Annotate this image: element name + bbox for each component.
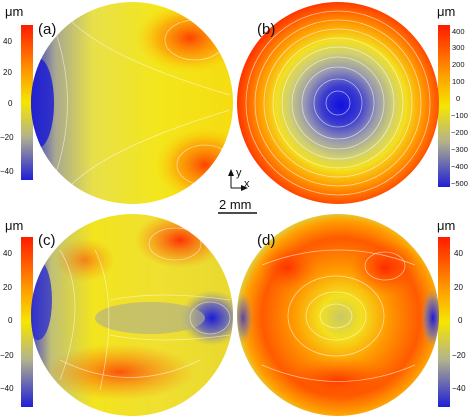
scale-bar: 2 mm	[218, 197, 257, 214]
surface-map-b	[237, 2, 439, 204]
colorbar-b-unit: μm	[437, 4, 455, 19]
panel-a: μm 40 20 0 −20 −40 (a)	[0, 2, 233, 204]
panel-d: μm 40 20 0 −20 −40 (d)	[237, 214, 466, 416]
colorbar-a-tick-20: 20	[3, 68, 12, 77]
panel-c-label: (c)	[38, 232, 56, 249]
surface-map-c	[31, 214, 233, 416]
panel-b-label: (b)	[257, 21, 275, 38]
colorbar-c-tick-0: 0	[8, 316, 13, 325]
colorbar-d-ticks: 40 20 0 −20 −40	[452, 249, 466, 393]
axis-indicator: y x	[228, 167, 250, 191]
panel-b: μm 400 300 200 100 0 −100 −200 −300 −400…	[237, 2, 468, 204]
colorbar-d-tick-40: 40	[454, 249, 463, 258]
colorbar-d-tick-0: 0	[458, 316, 463, 325]
colorbar-c	[21, 237, 33, 407]
surface-map-d	[237, 214, 439, 416]
colorbar-b-tick-300: 300	[452, 43, 465, 52]
panel-d-label: (d)	[257, 232, 275, 249]
colorbar-b-tick-m100: −100	[451, 111, 468, 120]
colorbar-c-tick-40: 40	[3, 249, 12, 258]
colorbar-b-tick-0: 0	[456, 94, 460, 103]
colorbar-a-tick-m20: −20	[0, 133, 14, 142]
colorbar-d	[438, 237, 450, 407]
colorbar-b	[438, 25, 450, 187]
colorbar-b-tick-200: 200	[452, 60, 465, 69]
colorbar-b-tick-100: 100	[452, 77, 465, 86]
colorbar-a-unit: μm	[5, 4, 23, 19]
colorbar-c-tick-m40: −40	[0, 384, 14, 393]
colorbar-b-tick-m300: −300	[451, 145, 468, 154]
panel-c: μm 40 20 0 −20 −40 (	[0, 214, 233, 416]
scale-bar-label: 2 mm	[219, 197, 252, 212]
axis-y-label: y	[236, 167, 242, 179]
colorbar-d-tick-m20: −20	[452, 351, 466, 360]
colorbar-a	[21, 25, 33, 180]
colorbar-c-tick-20: 20	[3, 283, 12, 292]
colorbar-a-tick-40: 40	[3, 37, 12, 46]
axis-x-label: x	[244, 178, 250, 190]
colorbar-b-tick-m200: −200	[451, 128, 468, 137]
colorbar-d-unit: μm	[437, 218, 455, 233]
colorbar-b-tick-m500: −500	[451, 179, 468, 188]
colorbar-d-tick-m40: −40	[452, 384, 466, 393]
colorbar-a-ticks: 40 20 0 −20 −40	[0, 37, 14, 176]
colorbar-c-ticks: 40 20 0 −20 −40	[0, 249, 14, 393]
colorbar-c-unit: μm	[5, 218, 23, 233]
colorbar-d-tick-20: 20	[454, 283, 463, 292]
colorbar-a-tick-m40: −40	[0, 167, 14, 176]
colorbar-c-tick-m20: −20	[0, 351, 14, 360]
surface-map-a	[31, 2, 233, 204]
panel-a-label: (a)	[38, 21, 56, 38]
colorbar-a-tick-0: 0	[8, 99, 13, 108]
colorbar-b-ticks: 400 300 200 100 0 −100 −200 −300 −400 −5…	[451, 27, 468, 188]
colorbar-b-tick-m400: −400	[451, 162, 468, 171]
colorbar-b-tick-400: 400	[452, 27, 465, 36]
